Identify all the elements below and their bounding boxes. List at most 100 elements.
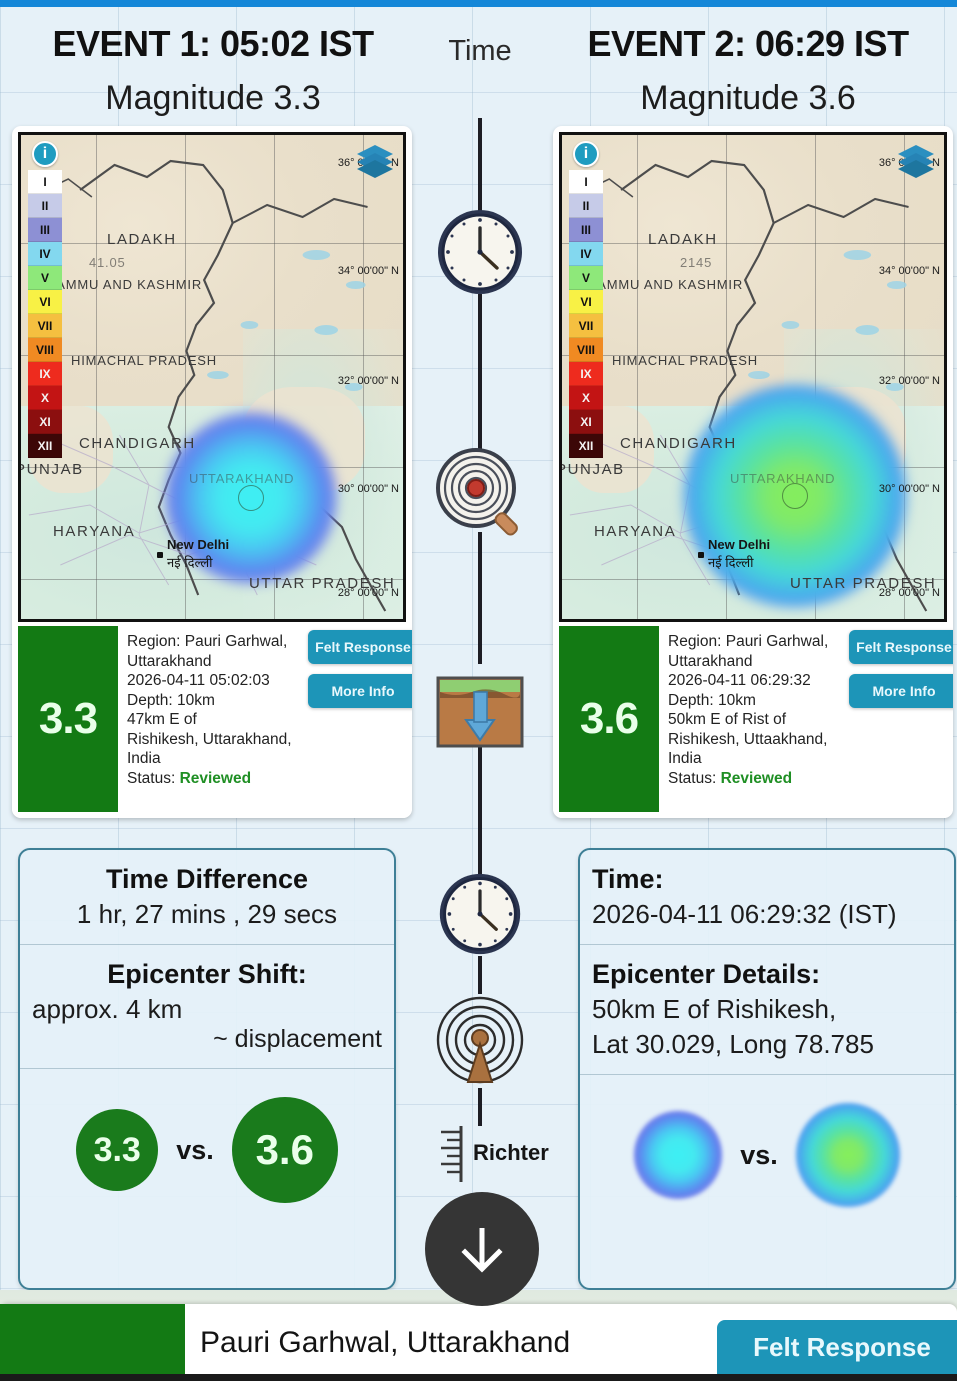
event2-status-label: Status: xyxy=(668,769,717,787)
event2-details: Region: Pauri Garhwal, Uttarakhand 2026-… xyxy=(659,626,947,812)
event2-status-value: Reviewed xyxy=(720,769,793,787)
map-elevation-label: 41.05 xyxy=(89,255,126,270)
event1-datetime: 2026-04-11 05:02:03 xyxy=(127,672,270,690)
shake-blob-event1 xyxy=(634,1111,723,1199)
map-place-uttarpradesh: UTTAR PRADESH xyxy=(790,575,937,592)
event2-card[interactable]: 36° 00'00" N 34° 00'00" N 32° 00'00" N 3… xyxy=(553,126,953,818)
clock-icon xyxy=(438,210,522,294)
legend-cell-ix: IX xyxy=(569,362,603,386)
event1-magnitude-badge: 3.3 xyxy=(18,626,118,812)
layers-icon[interactable] xyxy=(896,143,936,179)
timeline-segment xyxy=(478,294,482,454)
legend-cell-xii: XII xyxy=(569,434,603,458)
legend-cell-vi: VI xyxy=(569,290,603,314)
legend-cell-x: X xyxy=(569,386,603,410)
coord-label: 30° 00'00" N xyxy=(878,483,940,495)
legend-cell-x: X xyxy=(28,386,62,410)
legend-cell-v: V xyxy=(28,266,62,290)
epicenter-shift-sub: ~ displacement xyxy=(213,1025,382,1053)
event1-shakemap[interactable]: 36° 00'00" N 34° 00'00" N 32° 00'00" N 3… xyxy=(18,132,406,622)
comparison-header: EVENT 1: 05:02 IST Magnitude 3.3 Time EV… xyxy=(0,7,957,125)
intensity-legend[interactable]: i I II III IV V VI VII VIII IX X XI XII xyxy=(28,141,62,458)
event1-region-line1: Region: Pauri Garhwal, xyxy=(127,633,288,650)
legend-cell-iii: III xyxy=(28,218,62,242)
time-difference-card: Time Difference 1 hr, 27 mins , 29 secs … xyxy=(18,848,396,1290)
legend-cell-i: I xyxy=(569,170,603,194)
next-event-felt-response-button[interactable]: Felt Response xyxy=(717,1320,957,1375)
event2-more-info-button[interactable]: More Info xyxy=(849,674,953,708)
city-label-en: New Delhi xyxy=(167,537,230,552)
blob-compare-row: vs. xyxy=(592,1089,942,1207)
richter-scale-group: Richter xyxy=(425,1124,549,1188)
timeline-segment xyxy=(478,1088,482,1126)
event1-details: Region: Pauri Garhwal, Uttarakhand 2026-… xyxy=(118,626,406,812)
intensity-legend[interactable]: i I II III IV V VI VII VIII IX X XI XII xyxy=(569,141,603,458)
info-icon[interactable]: i xyxy=(32,141,58,167)
time-section: Time: 2026-04-11 06:29:32 (IST) xyxy=(580,850,954,945)
map-place-ladakh: LADAKH xyxy=(648,231,718,248)
time-heading: Time: xyxy=(592,864,664,894)
legend-cell-vii: VII xyxy=(569,314,603,338)
event1-more-info-button[interactable]: More Info xyxy=(308,674,412,708)
map-canvas: 36° 00'00" N 34° 00'00" N 32° 00'00" N 3… xyxy=(21,135,403,619)
event2-summary-card: Time: 2026-04-11 06:29:32 (IST) Epicente… xyxy=(578,848,956,1290)
event2-place-line3: India xyxy=(668,750,702,768)
map-place-uttarpradesh: UTTAR PRADESH xyxy=(249,575,396,592)
magnitude-circle-event1: 3.3 xyxy=(76,1109,159,1191)
legend-cell-i: I xyxy=(28,170,62,194)
epicenter-details-heading: Epicenter Details: xyxy=(592,959,821,989)
timeline-axis-label: Time xyxy=(448,35,512,67)
event1-card[interactable]: 36° 00'00" N 34° 00'00" N 32° 00'00" N 3… xyxy=(12,126,412,818)
map-elevation-label: 2145 xyxy=(680,255,713,270)
event1-place-line2: Rishikesh, Uttarakhand, xyxy=(127,730,292,748)
event1-felt-response-button[interactable]: Felt Response xyxy=(308,630,412,664)
event2-depth: Depth: 10km xyxy=(668,691,756,709)
map-place-haryana: HARYANA xyxy=(594,523,677,540)
event2-datetime: 2026-04-11 06:29:32 xyxy=(668,672,811,690)
blob-compare-section: vs. xyxy=(580,1075,954,1221)
event1-region-line2: Uttarakhand xyxy=(127,652,212,670)
event2-status: Status: Reviewed xyxy=(668,769,947,789)
legend-cell-ix: IX xyxy=(28,362,62,386)
map-place-punjab: PUNJAB xyxy=(18,461,84,478)
map-canvas: 36° 00'00" N 34° 00'00" N 32° 00'00" N 3… xyxy=(562,135,944,619)
status-bar-accent xyxy=(0,0,957,7)
time-difference-section: Time Difference 1 hr, 27 mins , 29 secs xyxy=(20,850,394,945)
city-label-hi: नई दिल्ली xyxy=(167,555,213,570)
seismic-waves-icon xyxy=(436,996,524,1084)
richter-scale-icon xyxy=(441,1126,463,1182)
event2-action-buttons: Felt Response More Info xyxy=(849,630,953,718)
legend-cell-vi: VI xyxy=(28,290,62,314)
coord-label: 28° 00'00" N xyxy=(878,587,940,599)
versus-label: vs. xyxy=(740,1139,778,1170)
epicenter-marker xyxy=(238,485,264,511)
epicenter-details-line1: 50km E of Rishikesh, xyxy=(592,994,837,1024)
event2-title: EVENT 2: 06:29 IST xyxy=(587,23,909,64)
next-event-region: Pauri Garhwal, Uttarakhand xyxy=(200,1326,571,1359)
city-label-hi: नई दिल्ली xyxy=(708,555,754,570)
timeline-segment xyxy=(478,118,482,212)
legend-cell-ii: II xyxy=(569,194,603,218)
map-place-himachal: HIMACHAL PRADESH xyxy=(71,353,217,368)
scroll-down-button[interactable] xyxy=(425,1192,539,1306)
event2-region-line2: Uttarakhand xyxy=(668,652,753,670)
map-place-uttarakhand: UTTARAKHAND xyxy=(189,471,295,486)
city-marker-new-delhi xyxy=(157,552,163,558)
event1-place-line3: India xyxy=(127,750,161,768)
info-icon[interactable]: i xyxy=(573,141,599,167)
bottom-partial-card: Pauri Garhwal, Uttarakhand Felt Response xyxy=(0,1290,957,1381)
epicenter-magnifier-icon xyxy=(436,448,518,536)
time-difference-heading: Time Difference xyxy=(105,864,309,894)
event2-felt-response-button[interactable]: Felt Response xyxy=(849,630,953,664)
clock-icon xyxy=(439,873,521,955)
coord-label: 28° 00'00" N xyxy=(337,587,399,599)
layers-icon[interactable] xyxy=(355,143,395,179)
epicenter-shift-section: Epicenter Shift: approx. 4 km ~ displace… xyxy=(20,945,394,1069)
epicenter-details-line2: Lat 30.029, Long 78.785 xyxy=(592,1029,874,1059)
event1-info-row: 3.3 Region: Pauri Garhwal, Uttarakhand 2… xyxy=(12,622,412,818)
legend-cell-viii: VIII xyxy=(28,338,62,362)
event2-shakemap[interactable]: 36° 00'00" N 34° 00'00" N 32° 00'00" N 3… xyxy=(559,132,947,622)
epicenter-details-section: Epicenter Details: 50km E of Rishikesh, … xyxy=(580,945,954,1075)
event1-depth: Depth: 10km xyxy=(127,691,215,709)
magnitude-compare-row: 3.3 vs. 3.6 xyxy=(32,1083,382,1203)
